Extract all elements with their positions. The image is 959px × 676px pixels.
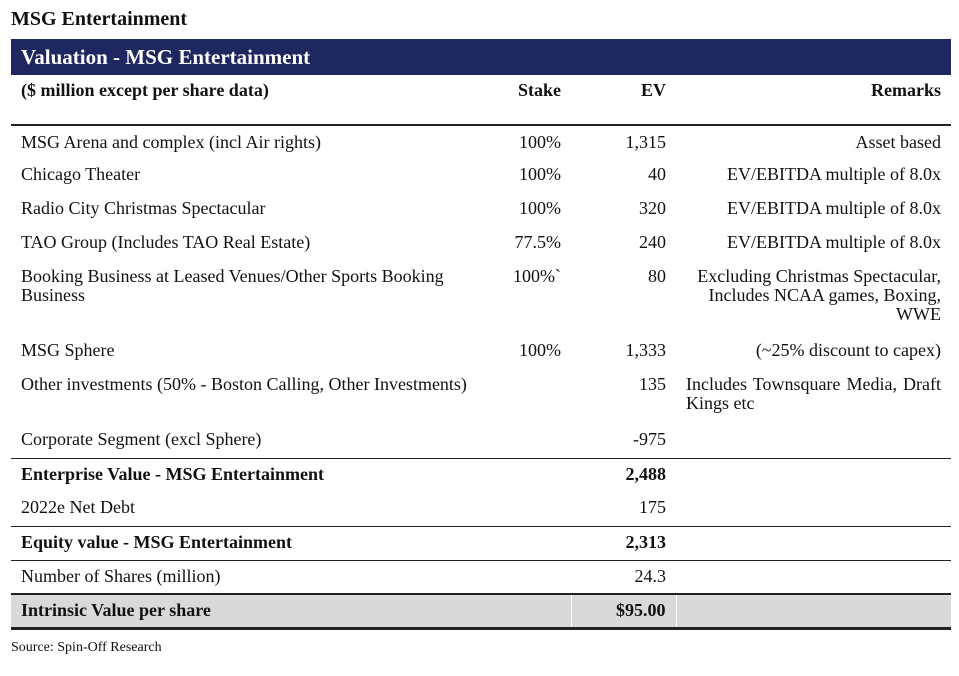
enterprise-value-row: Enterprise Value - MSG Entertainment 2,4… — [11, 457, 951, 492]
row-ev: 320 — [639, 198, 666, 218]
row-remarks: (~25% discount to capex) — [755, 340, 941, 360]
row-ev: 40 — [648, 164, 666, 184]
table-row: MSG Arena and complex (incl Air rights) … — [11, 125, 951, 159]
table-header-row: ($ million except per share data) Stake … — [11, 75, 951, 125]
shares-label: Number of Shares (million) — [11, 559, 491, 594]
enterprise-value-label: Enterprise Value - MSG Entertainment — [11, 457, 491, 492]
valuation-table: ($ million except per share data) Stake … — [11, 75, 951, 630]
row-stake: 100% — [519, 164, 561, 184]
column-header-remarks: Remarks — [871, 80, 941, 100]
net-debt-row: 2022e Net Debt 175 — [11, 492, 951, 526]
equity-value-label: Equity value - MSG Entertainment — [11, 525, 491, 560]
table-banner: Valuation - MSG Entertainment — [11, 39, 951, 75]
source-note: Source: Spin-Off Research — [11, 640, 162, 655]
row-stake: 100%` — [513, 266, 561, 286]
row-ev: -975 — [633, 429, 666, 449]
row-stake — [491, 369, 571, 424]
row-stake: 77.5% — [514, 232, 562, 252]
row-remarks: EV/EBITDA multiple of 8.0x — [727, 164, 941, 184]
row-stake: 100% — [519, 132, 561, 152]
row-remarks: Includes Townsquare Media, Draft Kings e… — [686, 374, 941, 413]
row-ev: 80 — [648, 266, 666, 286]
table-row: Corporate Segment (excl Sphere) -975 — [11, 424, 951, 458]
row-item: Corporate Segment (excl Sphere) — [21, 429, 262, 449]
intrinsic-value-row: Intrinsic Value per share $95.00 — [11, 593, 951, 630]
intrinsic-value: $95.00 — [570, 593, 676, 630]
row-stake: 100% — [519, 198, 561, 218]
row-stake: 100% — [519, 340, 561, 360]
row-remarks — [676, 424, 951, 458]
equity-value-row: Equity value - MSG Entertainment 2,313 — [11, 525, 951, 560]
shares-row: Number of Shares (million) 24.3 — [11, 559, 951, 594]
row-item: Chicago Theater — [21, 164, 141, 184]
net-debt-label: 2022e Net Debt — [21, 497, 135, 517]
row-stake — [491, 424, 571, 458]
page-title: MSG Entertainment — [11, 8, 188, 30]
table-row: Radio City Christmas Spectacular 100% 32… — [11, 193, 951, 227]
row-ev: 240 — [639, 232, 666, 252]
row-ev: 135 — [639, 374, 666, 394]
column-header-ev: EV — [640, 80, 666, 100]
row-ev: 1,333 — [625, 340, 667, 360]
row-item: Other investments (50% - Boston Calling,… — [21, 374, 467, 394]
row-remarks: Asset based — [855, 132, 941, 152]
row-remarks: EV/EBITDA multiple of 8.0x — [727, 198, 941, 218]
table-row: Other investments (50% - Boston Calling,… — [11, 369, 951, 424]
intrinsic-value-label: Intrinsic Value per share — [11, 593, 491, 630]
table-row: Chicago Theater 100% 40 EV/EBITDA multip… — [11, 159, 951, 193]
net-debt-value: 175 — [639, 497, 666, 517]
row-remarks: Excluding Christmas Spectacular, Include… — [697, 266, 941, 324]
row-item: Radio City Christmas Spectacular — [21, 198, 266, 218]
row-item: TAO Group (Includes TAO Real Estate) — [21, 232, 311, 252]
column-header-stake: Stake — [517, 80, 561, 100]
column-header-item: ($ million except per share data) — [21, 80, 269, 100]
table-row: Booking Business at Leased Venues/Other … — [11, 261, 951, 335]
row-remarks: EV/EBITDA multiple of 8.0x — [727, 232, 941, 252]
table-row: TAO Group (Includes TAO Real Estate) 77.… — [11, 227, 951, 261]
enterprise-value: 2,488 — [571, 457, 676, 492]
row-item: MSG Arena and complex (incl Air rights) — [21, 132, 321, 152]
table-row: MSG Sphere 100% 1,333 (~25% discount to … — [11, 335, 951, 369]
row-item: MSG Sphere — [21, 340, 115, 360]
row-item: Booking Business at Leased Venues/Other … — [21, 266, 444, 305]
shares-value: 24.3 — [571, 559, 676, 594]
row-ev: 1,315 — [625, 132, 667, 152]
equity-value: 2,313 — [571, 525, 676, 560]
